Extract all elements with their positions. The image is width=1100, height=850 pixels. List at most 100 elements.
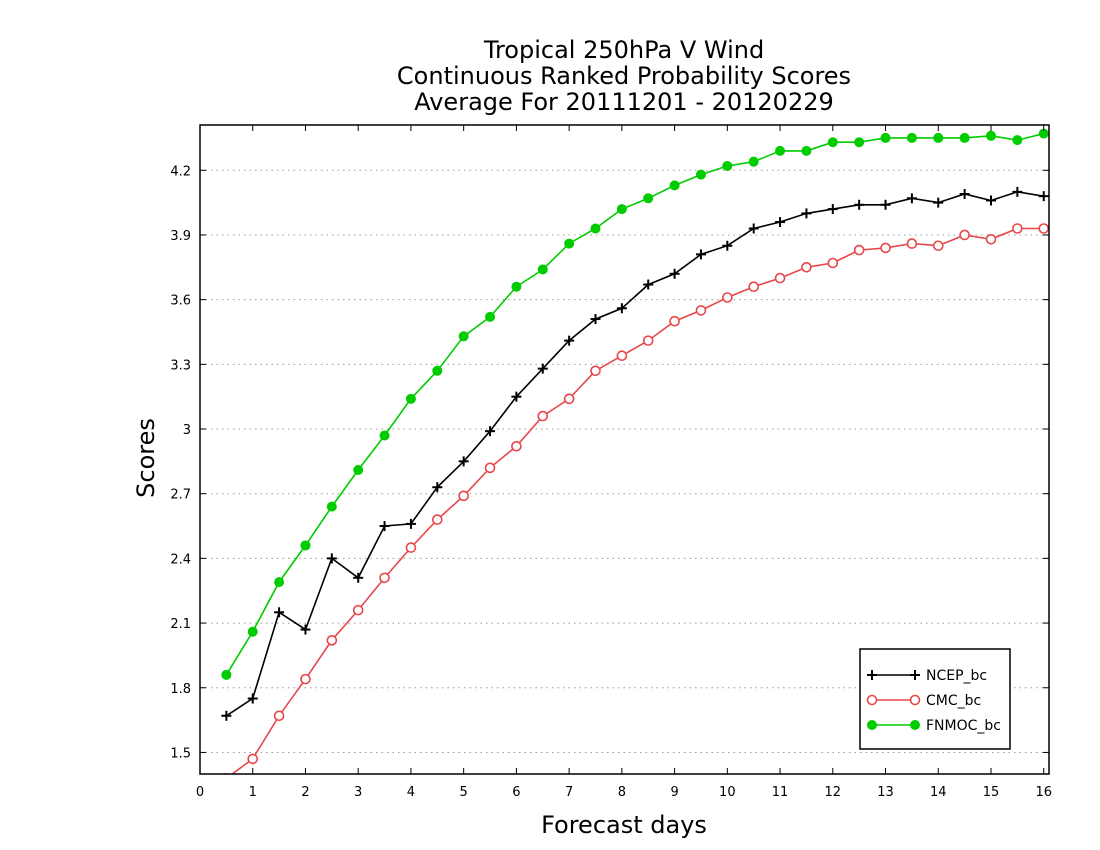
data-point-CMC_bc (300, 673, 311, 685)
y-tick-label: 2.7 (170, 488, 191, 503)
data-point-CMC_bc (511, 440, 522, 452)
x-tick-label: 9 (670, 785, 678, 800)
data-point-CMC_bc (748, 281, 759, 293)
legend-marker-NCEP_bc (910, 670, 920, 680)
data-point-FNMOC_bc (748, 156, 759, 167)
data-point-FNMOC_bc (616, 204, 627, 215)
x-tick-label: 15 (983, 785, 1000, 800)
data-point-CMC_bc (774, 272, 786, 284)
legend-marker-FNMOC_bc (867, 720, 877, 730)
data-point-NCEP_bc (379, 521, 390, 532)
plot-frame (199, 124, 1050, 775)
data-point-NCEP_bc (221, 710, 232, 721)
data-point-CMC_bc (722, 292, 733, 303)
data-point-FNMOC_bc (274, 577, 285, 588)
data-point-FNMOC_bc (300, 540, 311, 551)
data-point-CMC_bc (326, 635, 338, 646)
data-point-CMC_bc (906, 238, 918, 249)
x-tick-label: 7 (565, 785, 573, 800)
grid-lines (200, 169, 1049, 753)
data-point-FNMOC_bc (906, 132, 917, 143)
data-point-CMC_bc (959, 229, 970, 241)
data-point-FNMOC_bc (564, 238, 575, 249)
data-point-NCEP_bc (432, 482, 443, 493)
y-tick-label: 4.2 (170, 164, 191, 179)
data-point-CMC_bc (537, 410, 549, 422)
data-point-FNMOC_bc (485, 311, 496, 322)
x-tick-label: 0 (196, 785, 204, 800)
data-point-FNMOC_bc (511, 281, 522, 292)
data-point-NCEP_bc (274, 607, 285, 618)
chart-title-line: Tropical 250hPa V Wind (483, 36, 764, 64)
data-point-NCEP_bc (827, 204, 838, 215)
data-point-CMC_bc (379, 572, 390, 584)
data-point-NCEP_bc (326, 553, 337, 564)
y-tick-label: 2.1 (170, 617, 191, 632)
data-point-FNMOC_bc (933, 132, 944, 143)
data-point-FNMOC_bc (379, 430, 390, 441)
data-point-FNMOC_bc (722, 160, 733, 171)
data-point-CMC_bc (932, 240, 944, 252)
y-tick-label: 3.3 (170, 358, 191, 373)
data-point-CMC_bc (669, 315, 680, 327)
data-point-NCEP_bc (485, 426, 496, 437)
y-axis-ticks: 1.5 1.8 2.1 2.4 2.7 3 3.3 3.6 3.9 4.2 (170, 164, 1049, 761)
data-point-NCEP_bc (300, 624, 311, 635)
legend-marker-CMC_bc (909, 694, 921, 706)
data-point-CMC_bc (801, 262, 812, 273)
data-point-CMC_bc (985, 233, 997, 245)
data-point-NCEP_bc (906, 193, 917, 204)
data-point-CMC_bc (853, 244, 865, 256)
data-point-CMC_bc (1038, 223, 1049, 234)
data-point-NCEP_bc (590, 314, 601, 325)
data-point-NCEP_bc (643, 279, 654, 290)
series-lines (221, 128, 1049, 774)
y-tick-label: 3 (183, 423, 191, 438)
series-line-FNMOC_bc (225, 132, 1044, 676)
data-point-FNMOC_bc (405, 393, 416, 404)
chart-title-line: Average For 20111201 - 20120229 (414, 88, 834, 116)
data-point-NCEP_bc (985, 195, 996, 206)
data-point-CMC_bc (273, 710, 285, 722)
data-point-FNMOC_bc (326, 501, 337, 512)
data-point-NCEP_bc (247, 693, 258, 704)
data-point-CMC_bc (827, 257, 839, 269)
data-point-CMC_bc (642, 335, 654, 346)
data-point-NCEP_bc (1012, 186, 1023, 197)
y-tick-label: 3.6 (170, 294, 191, 309)
x-tick-label: 4 (407, 785, 415, 800)
y-tick-label: 3.9 (170, 229, 191, 244)
data-point-CMC_bc (247, 753, 259, 765)
legend-marker-FNMOC_bc (910, 720, 920, 730)
y-tick-label: 2.4 (170, 552, 191, 567)
data-point-FNMOC_bc (801, 145, 812, 156)
chart-title-line: Continuous Ranked Probability Scores (397, 62, 851, 90)
legend-label-FNMOC_bc: FNMOC_bc (926, 718, 1001, 734)
data-point-NCEP_bc (511, 391, 522, 402)
data-point-CMC_bc (458, 490, 469, 502)
y-tick-label: 1.8 (170, 682, 191, 697)
data-point-NCEP_bc (801, 208, 812, 219)
x-axis-label: Forecast days (541, 811, 707, 839)
data-point-NCEP_bc (458, 456, 469, 467)
data-point-NCEP_bc (748, 223, 759, 234)
legend: NCEP_bc CMC_bc FNMOC_bc (859, 648, 1011, 750)
y-axis-label: Scores (132, 418, 160, 498)
data-point-FNMOC_bc (458, 331, 469, 342)
data-point-NCEP_bc (564, 335, 575, 346)
x-tick-label: 12 (825, 785, 842, 800)
data-point-NCEP_bc (353, 572, 364, 583)
x-tick-label: 6 (512, 785, 520, 800)
x-tick-label: 10 (719, 785, 736, 800)
data-point-CMC_bc (223, 773, 230, 774)
data-point-FNMOC_bc (590, 223, 601, 234)
data-point-FNMOC_bc (643, 193, 654, 204)
data-point-NCEP_bc (1038, 191, 1049, 202)
data-point-FNMOC_bc (880, 132, 891, 143)
data-point-NCEP_bc (405, 518, 416, 529)
data-point-FNMOC_bc (959, 132, 970, 143)
data-point-CMC_bc (590, 365, 601, 377)
data-point-NCEP_bc (669, 268, 680, 279)
x-tick-label: 2 (301, 785, 309, 800)
